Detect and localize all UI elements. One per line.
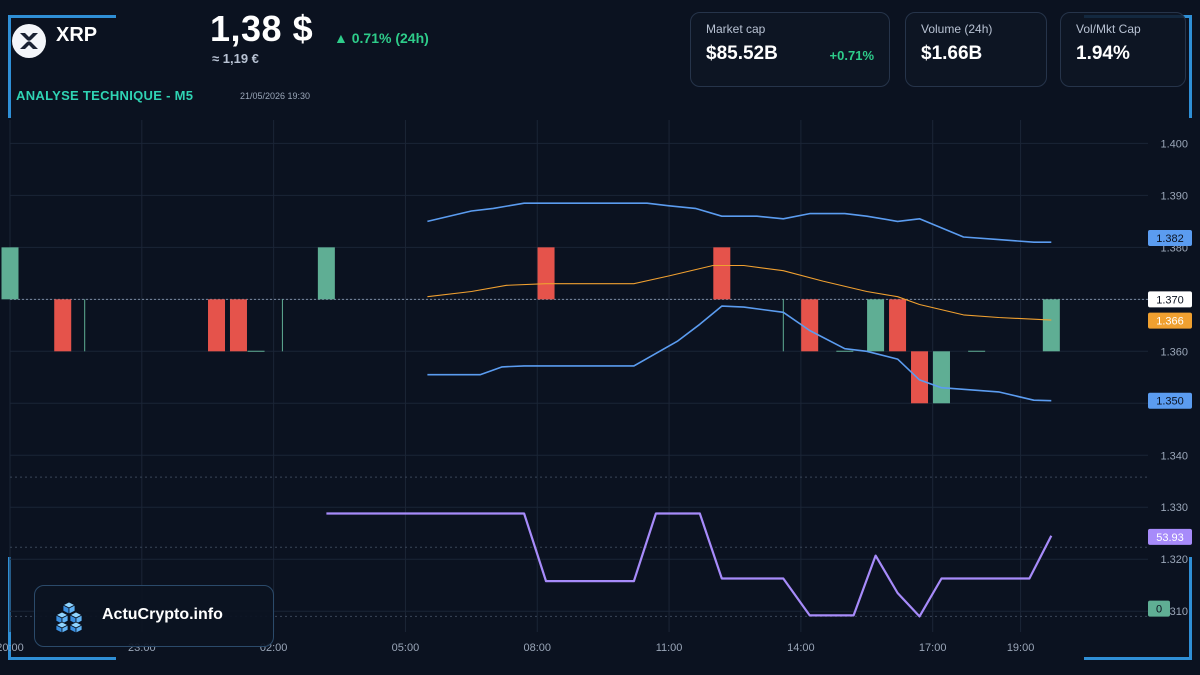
price-badges: 1.382 1.370 1.366 1.350 53.93 0 xyxy=(1148,229,1192,617)
price-badge-label: 1.382 xyxy=(1156,233,1184,245)
candle-down xyxy=(801,299,819,352)
price-axis: 1.4001.3901.3801.3701.3601.3501.3401.330… xyxy=(1160,138,1188,618)
candle-up xyxy=(867,299,885,352)
sma-line xyxy=(427,264,1052,321)
stat-value: 1.94% xyxy=(1076,43,1130,64)
price-badge-label: 1.350 xyxy=(1156,396,1184,408)
y-tick-label: 1.390 xyxy=(1160,190,1188,202)
indicator-lines xyxy=(326,202,1053,618)
stat-card-market-cap: Market cap $85.52B +0.71% xyxy=(690,12,890,87)
stat-label: Vol/Mkt Cap xyxy=(1076,22,1141,36)
price-badge-rsi xyxy=(1148,528,1192,545)
x-tick-label: 14:00 xyxy=(787,642,815,654)
candle-up xyxy=(317,247,335,300)
time-axis: 20:0023:0002:0005:0008:0011:0014:0017:00… xyxy=(0,642,1034,654)
bollinger-upper-line xyxy=(427,202,1052,243)
coin-price: 1,38 $ xyxy=(210,8,314,49)
x-tick-label: 05:00 xyxy=(392,642,420,654)
analysis-title: ANALYSE TECHNIQUE - M5 xyxy=(16,88,194,103)
coin-name: XRP xyxy=(56,24,98,46)
cubes-logo-icon xyxy=(51,600,87,639)
x-tick-label: 11:00 xyxy=(656,642,683,654)
coin-price-eur: ≈ 1,19 € xyxy=(212,51,259,66)
stat-value: $1.66B xyxy=(921,43,983,64)
stat-label: Market cap xyxy=(706,22,766,36)
stat-change: +0.71% xyxy=(829,48,874,63)
candle-down xyxy=(208,299,226,352)
candle-down xyxy=(54,299,72,352)
price-badge-zero xyxy=(1148,600,1170,617)
stat-label: Volume (24h) xyxy=(921,22,993,36)
price-badge-lower xyxy=(1148,392,1192,409)
x-tick-label: 17:00 xyxy=(919,642,947,654)
stat-card-volume: Volume (24h) $1.66B xyxy=(905,12,1047,87)
xrp-logo-icon xyxy=(12,24,46,58)
frame-corner-bottom-right xyxy=(1084,557,1192,660)
stat-card-vol-mkt-cap: Vol/Mkt Cap 1.94% xyxy=(1060,12,1186,87)
x-tick-label: 20:00 xyxy=(0,642,24,654)
y-tick-label: 1.400 xyxy=(1160,138,1188,150)
dotted-levels xyxy=(10,298,1148,617)
price-badge-label: 1.370 xyxy=(1156,294,1184,306)
y-tick-label: 1.360 xyxy=(1160,346,1188,358)
header: XRP 1,38 $ ≈ 1,19 € ▲ 0.71% (24h) ANALYS… xyxy=(0,0,1200,118)
candle-down xyxy=(911,351,929,404)
price-badge-sma xyxy=(1148,312,1192,329)
y-tick-label: 1.320 xyxy=(1160,554,1188,566)
x-tick-label: 08:00 xyxy=(523,642,551,654)
candle-down xyxy=(229,299,247,352)
analysis-timestamp: 21/05/2026 19:30 xyxy=(240,91,311,101)
rsi-line xyxy=(326,512,1053,618)
price-badge-label: 53.93 xyxy=(1156,532,1184,544)
y-tick-label: 1.340 xyxy=(1160,450,1188,462)
change-24h: ▲ 0.71% (24h) xyxy=(334,30,429,46)
price-badge-label: 0 xyxy=(1156,604,1162,616)
price-badge-upper xyxy=(1148,229,1192,246)
candle-down xyxy=(537,247,555,300)
y-tick-label: 1.330 xyxy=(1160,502,1188,514)
brand-name: ActuCrypto.info xyxy=(102,606,223,623)
price-badge-last xyxy=(1148,291,1192,308)
candle-down xyxy=(713,247,731,300)
x-tick-label: 19:00 xyxy=(1007,642,1035,654)
candle-down xyxy=(889,299,907,352)
brand-box: ActuCrypto.info xyxy=(34,585,274,647)
candle-up xyxy=(1042,299,1060,352)
chart-grid xyxy=(9,120,1148,632)
candle-up xyxy=(932,351,950,404)
stat-value: $85.52B xyxy=(706,43,778,64)
candles-layer xyxy=(1,247,1060,404)
bollinger-lower-line xyxy=(427,305,1052,402)
frame-corner-top-left xyxy=(8,15,116,118)
candle-up xyxy=(1,247,19,300)
price-badge-label: 1.366 xyxy=(1156,316,1184,328)
